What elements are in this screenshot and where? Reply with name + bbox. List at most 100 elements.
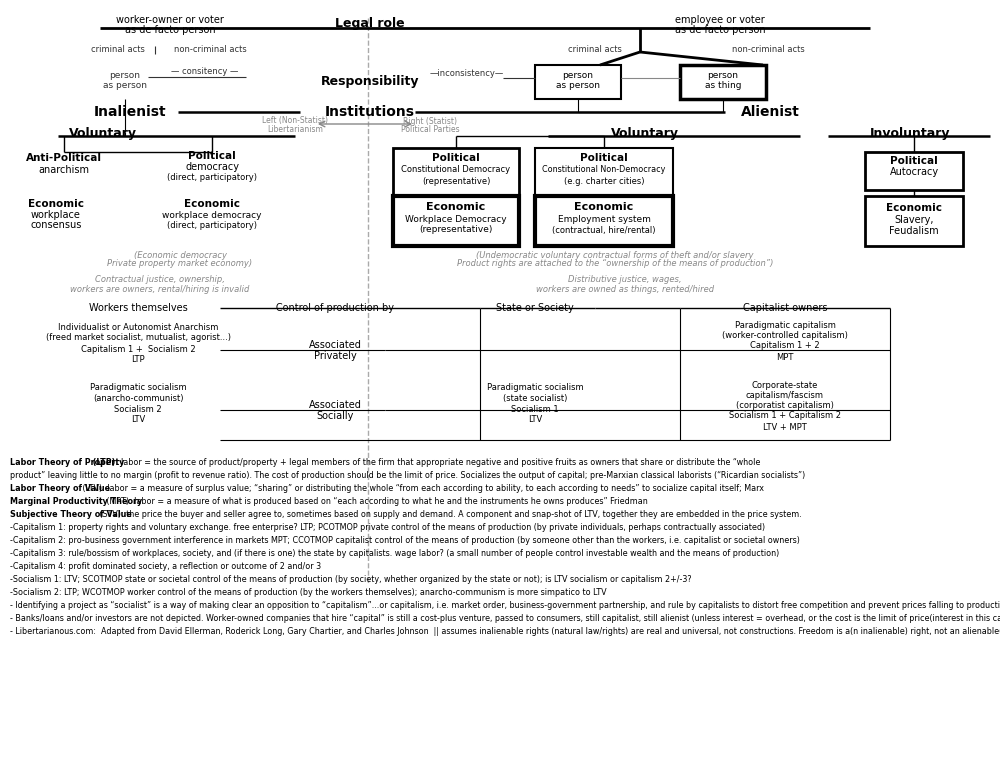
Text: labor = the ⁠source⁠ of product/property + legal members of the firm that approp: labor = the ⁠source⁠ of product/property… — [121, 458, 760, 467]
Text: Capitalist owners: Capitalist owners — [743, 303, 827, 313]
Text: - Libertarianous.com:  Adapted from David Ellerman, Roderick Long, Gary Chartier: - Libertarianous.com: Adapted from David… — [10, 627, 1000, 636]
Text: Constitutional Non-Democracy: Constitutional Non-Democracy — [542, 165, 666, 175]
Text: Anti-Political: Anti-Political — [26, 153, 102, 163]
Text: as de facto person: as de facto person — [675, 25, 765, 35]
Text: — consitency —: — consitency — — [171, 67, 239, 77]
Text: (representative): (representative) — [422, 176, 490, 186]
Bar — [865, 152, 963, 190]
Text: (direct, participatory): (direct, participatory) — [167, 172, 257, 182]
Text: workers are owners, rental/hiring is invalid: workers are owners, rental/hiring is inv… — [70, 285, 250, 295]
Text: MPT: MPT — [776, 352, 794, 362]
Text: as person: as person — [556, 80, 600, 90]
Text: Capitalism 1 +  Socialism 2: Capitalism 1 + Socialism 2 — [81, 345, 195, 353]
Text: Labor Theory of Property: Labor Theory of Property — [10, 458, 124, 467]
Text: Private property market economy): Private property market economy) — [107, 260, 253, 268]
Text: Responsibility: Responsibility — [321, 76, 419, 88]
Text: (LTV): labor = a ⁠measure⁠ of surplus value; “sharing” or distributing the whole: (LTV): labor = a ⁠measure⁠ of surplus va… — [80, 484, 764, 493]
Text: as thing: as thing — [705, 80, 741, 90]
Text: (MPT): labor = a measure of what is produced based on “each according to what he: (MPT): labor = a measure of what is prod… — [104, 497, 648, 506]
Text: democracy: democracy — [185, 162, 239, 172]
Text: Involuntary: Involuntary — [870, 127, 950, 139]
Text: Paradigmatic socialism: Paradigmatic socialism — [487, 383, 583, 393]
Text: Autocracy: Autocracy — [889, 167, 939, 177]
Text: Corporate-state: Corporate-state — [752, 380, 818, 390]
Text: Product rights are attached to the “ownership of the means of production”): Product rights are attached to the “owne… — [457, 260, 773, 268]
Text: as de facto person: as de facto person — [125, 25, 215, 35]
Text: -Capitalism 2: pro-business government interference in markets MPT; CCOTMOP capi: -Capitalism 2: pro-business government i… — [10, 536, 800, 545]
Text: capitalism/fascism: capitalism/fascism — [746, 390, 824, 400]
Text: workers are owned as things, rented/hired: workers are owned as things, rented/hire… — [536, 285, 714, 295]
Text: Economic: Economic — [28, 199, 84, 209]
Text: non-criminal acts: non-criminal acts — [174, 46, 246, 55]
Text: anarchism: anarchism — [38, 165, 90, 175]
Text: Economic: Economic — [886, 203, 942, 213]
Text: Associated: Associated — [309, 340, 361, 350]
Text: Marginal Productivity Theory: Marginal Productivity Theory — [10, 497, 142, 506]
Text: Inalienist: Inalienist — [94, 105, 166, 119]
Text: LTV: LTV — [528, 416, 542, 424]
Text: Voluntary: Voluntary — [611, 127, 679, 139]
Text: Legal role: Legal role — [335, 16, 405, 29]
Text: Paradigmatic capitalism: Paradigmatic capitalism — [735, 321, 835, 329]
Text: Voluntary: Voluntary — [69, 127, 137, 139]
Text: Institutions: Institutions — [325, 105, 415, 119]
Text: - Identifying a project as “socialist” is a way of making clear an opposition to: - Identifying a project as “socialist” i… — [10, 601, 1000, 610]
Text: Libertarianism: Libertarianism — [267, 124, 323, 134]
Text: Individualist or Autonomist Anarchism: Individualist or Autonomist Anarchism — [58, 323, 218, 332]
Text: —inconsistency—: —inconsistency— — [430, 70, 504, 79]
Text: Left (Non-Statist): Left (Non-Statist) — [262, 117, 328, 125]
Text: worker-owner or voter: worker-owner or voter — [116, 15, 224, 25]
Text: (state socialist): (state socialist) — [503, 393, 567, 403]
Text: Socialism 1 + Capitalism 2: Socialism 1 + Capitalism 2 — [729, 411, 841, 421]
Text: (STV): the price the buyer and seller agree to, sometimes based on supply and de: (STV): the price the buyer and seller ag… — [97, 510, 802, 519]
Text: (worker-controlled capitalism): (worker-controlled capitalism) — [722, 331, 848, 339]
Text: as person: as person — [103, 81, 147, 90]
Text: (contractual, hire/rental): (contractual, hire/rental) — [552, 226, 656, 234]
Text: Associated: Associated — [309, 400, 361, 410]
Text: employee or voter: employee or voter — [675, 15, 765, 25]
Text: Political: Political — [188, 151, 236, 161]
Text: (Undemocratic voluntary contractual forms of theft and/or slavery: (Undemocratic voluntary contractual form… — [476, 250, 754, 260]
Text: - Banks/loans and/or investors are not depicted. Worker-owned companies that hir: - Banks/loans and/or investors are not d… — [10, 614, 1000, 623]
Text: LTV: LTV — [131, 416, 145, 424]
Bar — [535, 148, 673, 196]
Text: criminal acts: criminal acts — [91, 46, 145, 55]
Text: -Socialism 2: LTP; WCOTMOP worker control of the means of production (by the wor: -Socialism 2: LTP; WCOTMOP worker contro… — [10, 588, 607, 597]
Bar — [680, 65, 766, 99]
Text: (Economic democracy: (Economic democracy — [134, 250, 226, 260]
Text: (LTP):: (LTP): — [90, 458, 125, 467]
Text: (freed market socialist, mutualist, agorist...): (freed market socialist, mutualist, agor… — [46, 333, 230, 342]
Text: -Capitalism 3: rule/bossism of workplaces, society, and (if there is one) the st: -Capitalism 3: rule/bossism of workplace… — [10, 549, 779, 558]
Text: Constitutional Democracy: Constitutional Democracy — [401, 165, 511, 175]
Text: Socially: Socially — [316, 411, 354, 421]
Text: Labor Theory of Value: Labor Theory of Value — [10, 484, 110, 493]
Text: Economic: Economic — [574, 202, 634, 212]
Text: Economic: Economic — [184, 199, 240, 209]
Text: workplace democracy: workplace democracy — [162, 210, 262, 220]
Text: LTP: LTP — [131, 356, 145, 365]
Text: (anarcho-communist): (anarcho-communist) — [93, 393, 183, 403]
Text: Privately: Privately — [314, 351, 356, 361]
Text: consensus: consensus — [30, 220, 82, 230]
Bar — [393, 148, 519, 196]
Text: Paradigmatic socialism: Paradigmatic socialism — [90, 383, 186, 393]
Text: Workers themselves: Workers themselves — [89, 303, 187, 313]
Text: — Control of production by —: — Control of production by — — [263, 303, 407, 313]
Text: Feudalism: Feudalism — [889, 226, 939, 236]
Text: criminal acts: criminal acts — [568, 46, 622, 55]
Text: Alienist: Alienist — [741, 105, 799, 119]
Text: (representative): (representative) — [419, 226, 493, 234]
Text: Distributive justice, wages,: Distributive justice, wages, — [568, 275, 682, 284]
Text: person: person — [708, 70, 738, 80]
Text: Socialism 1: Socialism 1 — [511, 404, 559, 414]
Text: person: person — [110, 71, 140, 80]
Text: Capitalism 1 + 2: Capitalism 1 + 2 — [750, 342, 820, 350]
Bar — [535, 65, 621, 99]
Text: Political: Political — [580, 153, 628, 163]
Text: State or Society: State or Society — [496, 303, 574, 313]
Bar — [865, 196, 963, 246]
Text: person: person — [562, 70, 594, 80]
Text: -Capitalism 1: property rights and voluntary exchange. free enterprise? LTP; PCO: -Capitalism 1: property rights and volun… — [10, 523, 765, 532]
Text: Slavery,: Slavery, — [894, 215, 934, 225]
Text: (direct, participatory): (direct, participatory) — [167, 220, 257, 230]
